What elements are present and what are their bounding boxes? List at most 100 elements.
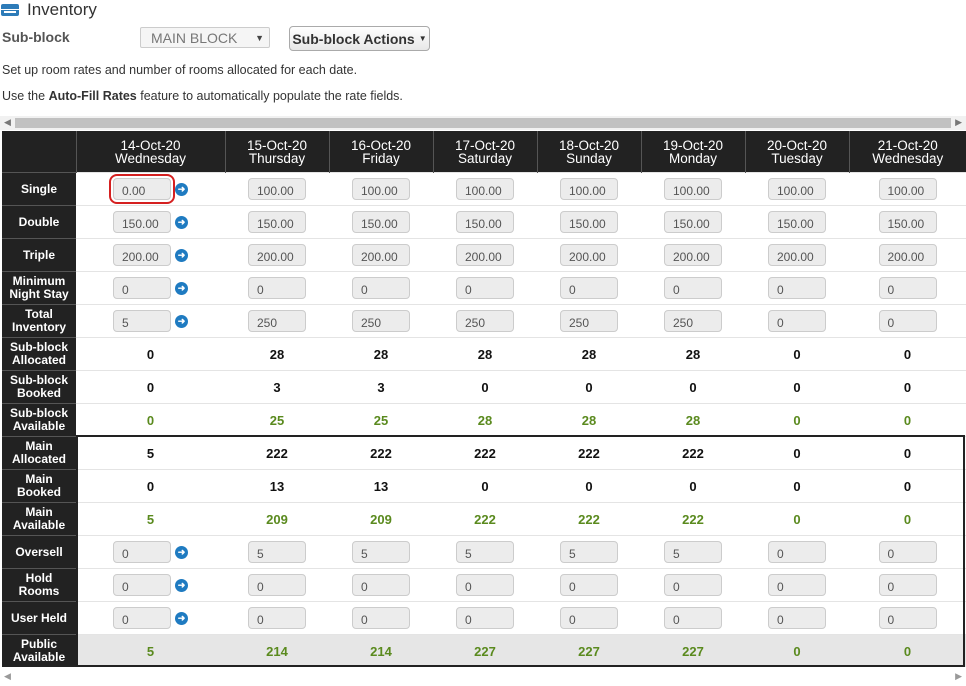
auto-fill-arrow-icon[interactable]: ➜ xyxy=(175,182,188,196)
rate-input[interactable]: 0 xyxy=(768,574,826,596)
rate-input[interactable]: 150.00 xyxy=(248,211,306,233)
table-cell: 0 xyxy=(433,271,537,305)
subblock-select-value: MAIN BLOCK xyxy=(151,30,238,46)
rate-input[interactable]: 0 xyxy=(560,277,618,299)
cell-value: 214 xyxy=(370,643,392,659)
rate-input[interactable]: 200.00 xyxy=(113,244,171,266)
rate-input[interactable]: 150.00 xyxy=(560,211,618,233)
rate-input[interactable]: 0 xyxy=(878,310,937,332)
row-label-text: Sub-block xyxy=(9,340,68,354)
rate-input[interactable]: 100.00 xyxy=(352,178,410,200)
rate-input[interactable]: 200.00 xyxy=(352,244,410,266)
rate-input[interactable]: 200.00 xyxy=(768,244,826,266)
rate-input[interactable]: 0 xyxy=(248,607,306,629)
rate-input[interactable]: 0 xyxy=(664,277,722,299)
subblock-select[interactable]: MAIN BLOCK ▼ xyxy=(140,27,270,48)
rate-input[interactable]: 250 xyxy=(560,310,618,332)
cell-value: 28 xyxy=(581,412,597,428)
auto-fill-arrow-icon[interactable]: ➜ xyxy=(175,611,188,625)
table-cell: 200.00 ➜ xyxy=(76,238,225,272)
rate-input[interactable]: 100.00 xyxy=(878,178,937,200)
auto-fill-arrow-icon[interactable]: ➜ xyxy=(175,248,188,262)
rate-input[interactable]: 150.00 xyxy=(768,211,826,233)
table-cell: 200.00 xyxy=(745,238,849,272)
rate-input[interactable]: 0.00 xyxy=(109,174,175,204)
table-cell: 0 xyxy=(849,271,966,305)
rate-input[interactable]: 0 xyxy=(878,277,937,299)
rate-input[interactable]: 0 xyxy=(113,541,171,563)
rate-input[interactable]: 250 xyxy=(248,310,306,332)
rate-input[interactable]: 5 xyxy=(352,541,410,563)
rate-input[interactable]: 0 xyxy=(456,277,514,299)
rate-input[interactable]: 0 xyxy=(664,574,722,596)
rate-input[interactable]: 0 xyxy=(768,607,826,629)
rate-input[interactable]: 150.00 xyxy=(352,211,410,233)
scrollbar-thumb[interactable] xyxy=(15,118,951,128)
cell-value: 13 xyxy=(373,478,389,494)
rate-input[interactable]: 200.00 xyxy=(878,244,937,266)
rate-input[interactable]: 0 xyxy=(456,607,514,629)
table-cell: 0 xyxy=(329,271,433,305)
auto-fill-arrow-icon[interactable]: ➜ xyxy=(175,314,188,328)
rate-input[interactable]: 0 xyxy=(248,574,306,596)
rate-input[interactable]: 0 xyxy=(113,574,171,596)
cell-value: 0 xyxy=(146,412,155,428)
rate-input[interactable]: 0 xyxy=(878,574,937,596)
cell-value: 0 xyxy=(481,478,489,494)
rate-input[interactable]: 0 xyxy=(560,607,618,629)
auto-fill-arrow-icon[interactable]: ➜ xyxy=(175,578,188,592)
rate-input[interactable]: 0 xyxy=(352,607,410,629)
rate-input[interactable]: 250 xyxy=(456,310,514,332)
rate-input[interactable]: 100.00 xyxy=(664,178,722,200)
rate-input[interactable]: 200.00 xyxy=(664,244,722,266)
horizontal-scrollbar-bottom[interactable]: ◀ ▶ xyxy=(0,670,966,684)
rate-input[interactable]: 0 xyxy=(664,607,722,629)
scroll-left-icon[interactable]: ◀ xyxy=(4,117,11,127)
rate-input[interactable]: 0 xyxy=(768,310,826,332)
description-rates: Set up room rates and number of rooms al… xyxy=(2,63,358,77)
auto-fill-arrow-icon[interactable]: ➜ xyxy=(175,215,188,229)
rate-input[interactable]: 150.00 xyxy=(113,211,171,233)
scroll-right-icon[interactable]: ▶ xyxy=(955,671,962,681)
rate-input[interactable]: 5 xyxy=(456,541,514,563)
rate-input[interactable]: 0 xyxy=(878,607,937,629)
row-label: Main Available xyxy=(2,502,76,536)
rate-input[interactable]: 0 xyxy=(560,574,618,596)
rate-input[interactable]: 150.00 xyxy=(664,211,722,233)
rate-input[interactable]: 5 xyxy=(664,541,722,563)
rate-input[interactable]: 0 xyxy=(113,277,171,299)
rate-input[interactable]: 5 xyxy=(560,541,618,563)
rate-input[interactable]: 150.00 xyxy=(878,211,937,233)
rate-input[interactable]: 100.00 xyxy=(248,178,306,200)
rate-input[interactable]: 200.00 xyxy=(248,244,306,266)
rate-input[interactable]: 250 xyxy=(664,310,722,332)
row-label: Main Allocated xyxy=(2,436,76,470)
rate-input[interactable]: 200.00 xyxy=(560,244,618,266)
rate-input[interactable]: 0 xyxy=(878,541,937,563)
rate-input[interactable]: 5 xyxy=(113,310,171,332)
rate-input[interactable]: 0 xyxy=(113,607,171,629)
auto-fill-arrow-icon[interactable]: ➜ xyxy=(175,545,188,559)
rate-input[interactable]: 100.00 xyxy=(768,178,826,200)
scroll-right-icon[interactable]: ▶ xyxy=(955,117,962,127)
rate-input[interactable]: 200.00 xyxy=(456,244,514,266)
rate-input[interactable]: 100.00 xyxy=(560,178,618,200)
horizontal-scrollbar-top[interactable]: ◀ ▶ xyxy=(0,116,966,130)
rate-input[interactable]: 250 xyxy=(352,310,410,332)
table-row: Single 0.00 ➜ 100.00 100.00 100.00 100.00 100.0… xyxy=(2,172,966,206)
table-cell: 250 xyxy=(225,304,329,338)
rate-input[interactable]: 0 xyxy=(768,277,826,299)
auto-fill-arrow-icon[interactable]: ➜ xyxy=(175,281,188,295)
rate-input[interactable]: 0 xyxy=(456,574,514,596)
subblock-actions-button[interactable]: Sub-block Actions ▼ xyxy=(289,26,430,51)
table-cell: 13 xyxy=(225,469,329,503)
rate-input[interactable]: 0 xyxy=(352,574,410,596)
rate-input[interactable]: 0 xyxy=(248,277,306,299)
table-cell: 0 xyxy=(745,271,849,305)
rate-input[interactable]: 150.00 xyxy=(456,211,514,233)
rate-input[interactable]: 0 xyxy=(768,541,826,563)
rate-input[interactable]: 0 xyxy=(352,277,410,299)
rate-input[interactable]: 5 xyxy=(248,541,306,563)
scroll-left-icon[interactable]: ◀ xyxy=(4,671,11,681)
rate-input[interactable]: 100.00 xyxy=(456,178,514,200)
